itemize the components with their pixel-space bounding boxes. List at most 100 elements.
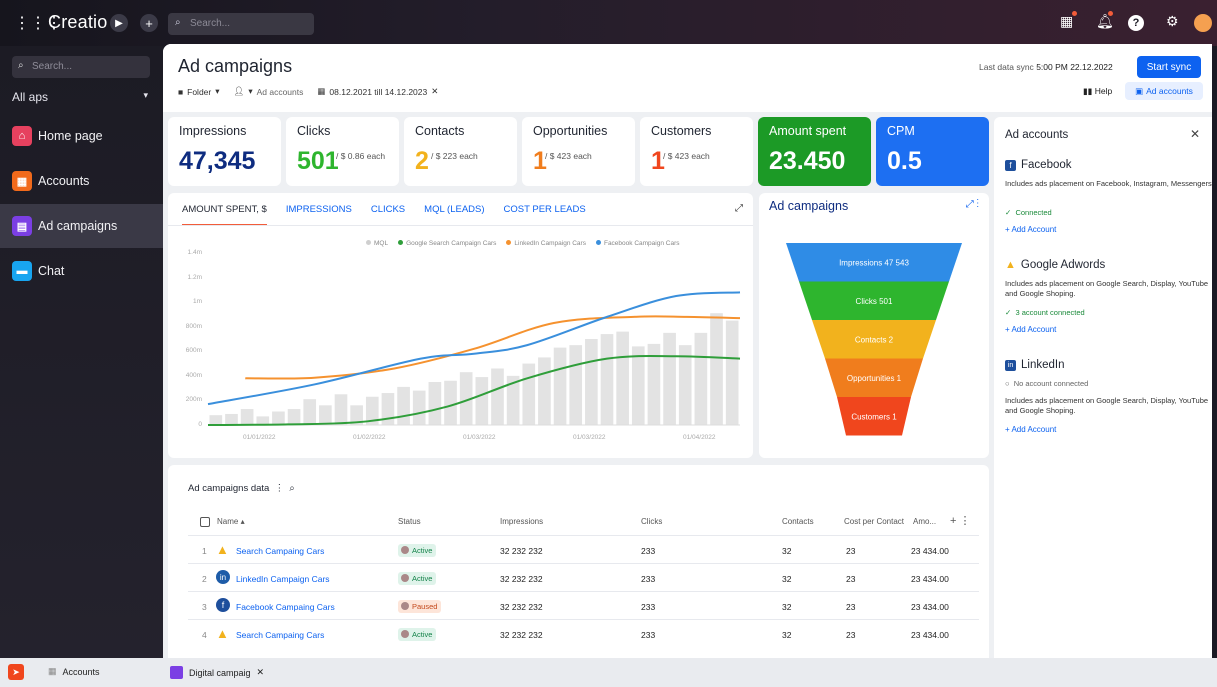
add-account-link[interactable]: + Add Account [1005, 425, 1057, 434]
impressions-cell: 32 232 232 [500, 546, 543, 556]
add-account-link[interactable]: + Add Account [1005, 225, 1057, 234]
table-row[interactable]: 4 ▲ Search Campaing Cars Active 32 232 2… [188, 619, 979, 647]
funnel-stage[interactable] [812, 320, 936, 359]
table-row[interactable]: 1 ▲ Search Campaing Cars Active 32 232 2… [188, 535, 979, 563]
x-tick-label: 01/02/2022 [353, 434, 386, 441]
funnel-stage[interactable] [825, 358, 923, 398]
campaign-name-link[interactable]: Facebook Campaing Cars [236, 602, 335, 612]
impressions-cell: 32 232 232 [500, 630, 543, 640]
ad-accounts-filter[interactable]: 👤︎ ▾ Ad accounts [233, 86, 304, 97]
row-number: 2 [202, 574, 207, 584]
start-sync-button[interactable]: Start sync [1137, 56, 1201, 78]
app-logo: Creatio [48, 12, 108, 32]
col-name[interactable]: Name ▴ [217, 517, 245, 526]
clicks-cell: 233 [641, 574, 656, 584]
expand-icon[interactable]: ⤢ ⋮ [965, 199, 979, 210]
account-name: LinkedIn [1021, 359, 1065, 371]
taskbar-tab-digital-campaign[interactable]: Digital campaig ✕ [170, 666, 264, 679]
mql-bar [428, 382, 442, 425]
chart-tabs: AMOUNT SPENT, $ IMPRESSIONS CLICKS MQL (… [182, 204, 586, 226]
google-ads-icon: ▲ [216, 542, 229, 557]
close-icon[interactable]: ✕ [431, 86, 439, 96]
add-icon[interactable]: + [140, 14, 158, 32]
col-amount[interactable]: Amo... [913, 517, 937, 526]
kpi-label: Impressions [179, 124, 247, 138]
sidebar-item-ad-campaigns[interactable]: ▤ Ad campaigns [0, 204, 163, 248]
funnel-stage[interactable] [837, 397, 911, 436]
mql-bar [412, 390, 426, 425]
mql-bar [647, 343, 661, 425]
mql-bar [616, 331, 629, 425]
creatio-icon[interactable]: ➤ [8, 664, 24, 680]
bell-icon[interactable]: 🔔︎ [1096, 13, 1114, 29]
help-button[interactable]: ▮▮ Help [1083, 86, 1112, 97]
sidebar-search-input[interactable]: ⌕ Search... [12, 56, 150, 78]
apps-icon[interactable]: ▦ [1060, 13, 1074, 29]
help-icon[interactable]: ? [1128, 15, 1144, 31]
sidebar-item-chat[interactable]: ▬ Chat [0, 249, 163, 293]
user-avatar[interactable] [1194, 14, 1212, 32]
cost-cell: 23 [846, 602, 856, 612]
page-title: Ad campaigns [178, 56, 293, 76]
avatar [401, 574, 409, 582]
page-header: Ad campaigns ■ Folder ▾ 👤︎ ▾ Ad accounts ▦… [163, 44, 1212, 112]
row-number: 4 [202, 630, 207, 640]
add-column-icon[interactable]: + ⋮ [950, 515, 971, 527]
account-status-label: No account connected [1013, 379, 1089, 388]
col-clicks[interactable]: Clicks [641, 517, 663, 526]
tab-cost-per-leads[interactable]: COST PER LEADS [503, 204, 586, 215]
impressions-cell: 32 232 232 [500, 602, 543, 612]
tab-amount-spent[interactable]: AMOUNT SPENT, $ [182, 204, 267, 226]
y-tick-label: 1.4m [187, 249, 202, 256]
chevron-down-icon: ▾ [143, 90, 148, 100]
search-placeholder: Search... [32, 61, 73, 72]
gear-icon[interactable]: ⚙ [1166, 13, 1179, 29]
legend-label: MQL [374, 240, 389, 247]
tab-impressions[interactable]: IMPRESSIONS [285, 204, 352, 215]
add-account-link[interactable]: + Add Account [1005, 325, 1057, 334]
folder-filter[interactable]: ■ Folder ▾ [178, 86, 220, 97]
apps-grid-icon[interactable]: ⋮⋮⋮ [14, 15, 62, 32]
col-contacts[interactable]: Contacts [782, 517, 814, 526]
col-impressions[interactable]: Impressions [500, 517, 544, 526]
campaign-name-link[interactable]: LinkedIn Campaign Cars [236, 574, 330, 584]
sidebar-item-accounts[interactable]: ▦ Accounts [0, 159, 163, 203]
col-cost-per-contact[interactable]: Cost per Contact [844, 517, 905, 526]
global-search-input[interactable]: ⌕ Search... [168, 13, 314, 35]
account-status: ○ No account connected [1005, 379, 1089, 388]
close-icon[interactable]: ✕ [1189, 127, 1200, 141]
date-filter[interactable]: ▦ 08.12.2021 till 14.12.2023 ✕ [317, 86, 438, 97]
kpi-label: Amount spent [769, 124, 847, 138]
funnel-stage[interactable] [799, 281, 949, 321]
x-tick-label: 01/01/2022 [243, 434, 276, 441]
search-icon[interactable]: ⌕ [289, 483, 295, 494]
home-icon: ⌂ [12, 126, 32, 146]
account-status-label: Connected [1015, 208, 1052, 217]
ad-accounts-button[interactable]: ▣ Ad accounts [1125, 82, 1203, 100]
tab-clicks[interactable]: CLICKS [370, 204, 406, 215]
kpi-sub: / $ 223 each [431, 151, 478, 161]
contacts-cell: 32 [782, 630, 792, 640]
select-all-checkbox[interactable] [200, 517, 210, 527]
kpi-label: Customers [651, 124, 712, 138]
more-icon[interactable]: ⋮ [274, 483, 285, 494]
ad-accounts-filter-label: Ad accounts [256, 86, 304, 97]
table-card: Ad campaigns data ⋮ ⌕ Name ▴ Status Impr… [168, 465, 989, 658]
table-row[interactable]: 2 in LinkedIn Campaign Cars Active 32 23… [188, 563, 979, 591]
legend-mql: MQL [366, 240, 388, 247]
table-row[interactable]: 3 f Facebook Campaing Cars Paused 32 232… [188, 591, 979, 619]
sidebar-item-home[interactable]: ⌂ Home page [0, 114, 163, 158]
funnel-stage[interactable] [786, 243, 962, 282]
play-icon[interactable]: ▶ [110, 14, 128, 32]
apps-dropdown[interactable]: All aps ▾ [12, 90, 150, 104]
campaign-name-link[interactable]: Search Campaing Cars [236, 630, 325, 640]
col-status[interactable]: Status [398, 517, 421, 526]
mql-bar [209, 415, 223, 425]
table-title-label: Ad campaigns data [188, 483, 270, 494]
close-icon[interactable]: ✕ [256, 667, 265, 677]
kpi-label: CPM [887, 124, 915, 138]
campaign-name-link[interactable]: Search Campaing Cars [236, 546, 325, 556]
expand-icon[interactable]: ⤢ [735, 203, 743, 214]
tab-mql[interactable]: MQL (LEADS) [424, 204, 485, 215]
taskbar-tab-accounts[interactable]: ▦ Accounts [48, 666, 100, 677]
